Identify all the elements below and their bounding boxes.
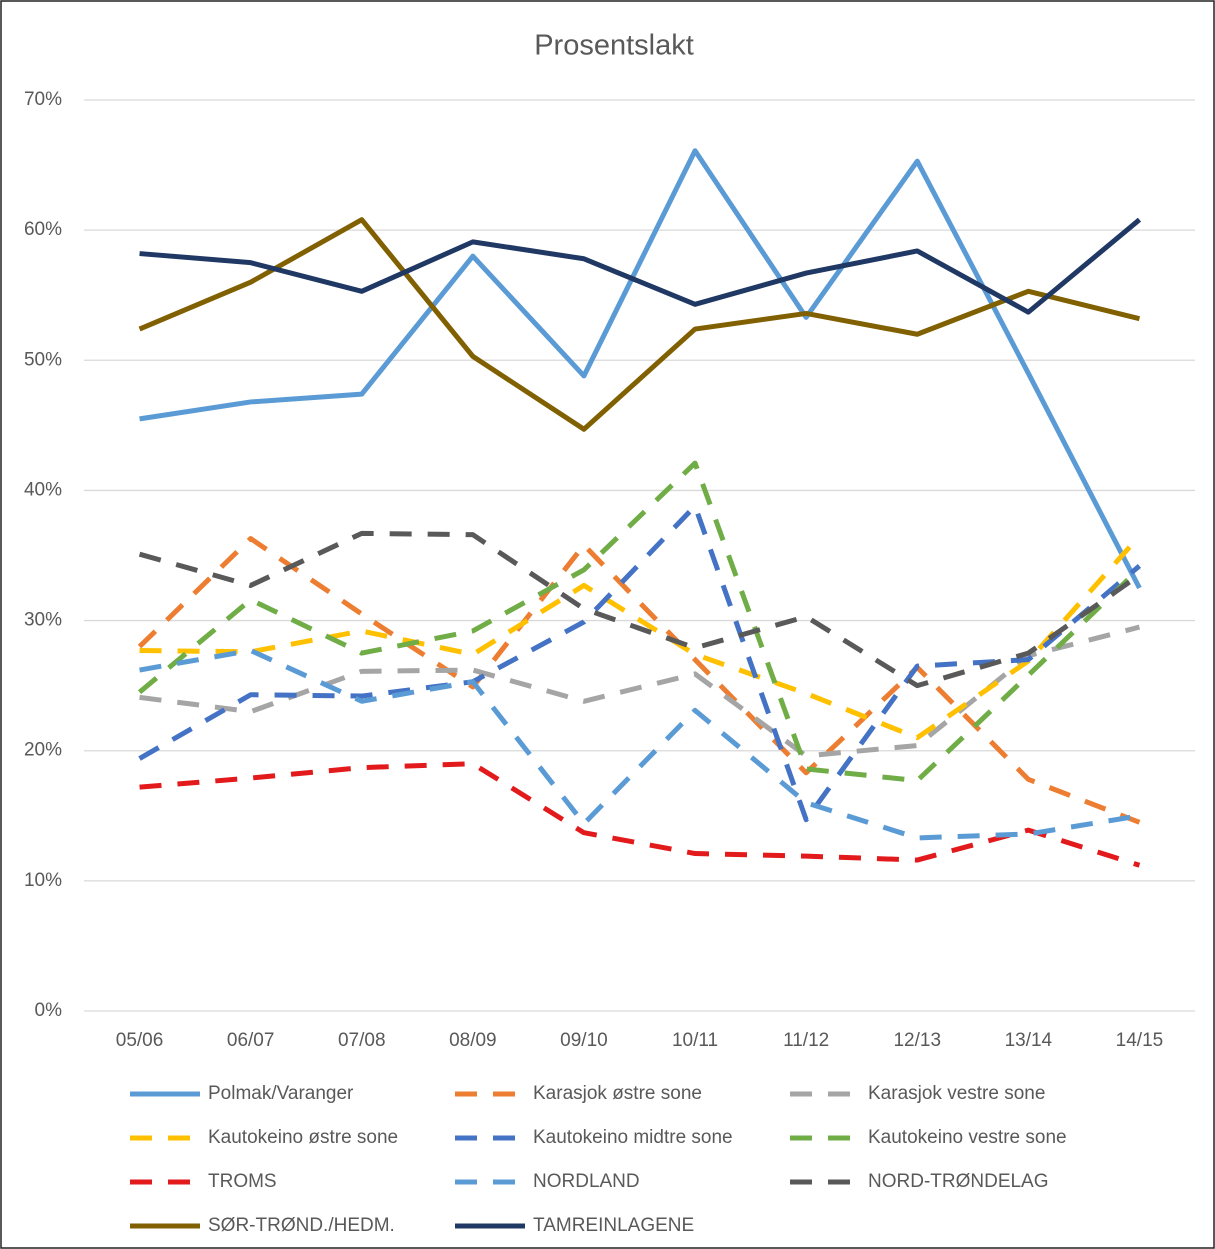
x-tick-label: 13/14 (1005, 1030, 1053, 1051)
y-tick-label: 60% (24, 219, 62, 240)
legend-label: Polmak/Varanger (208, 1083, 354, 1104)
legend-label: Karasjok østre sone (533, 1083, 702, 1104)
x-tick-label: 11/12 (783, 1030, 829, 1051)
x-tick-label: 05/06 (116, 1030, 164, 1051)
series-line (139, 148, 1142, 590)
chart-title: Prosentslakt (534, 30, 694, 62)
series-line (137, 460, 1142, 784)
y-tick-label: 10% (24, 870, 62, 891)
y-tick-label: 40% (24, 479, 62, 500)
legend-label: Kautokeino midtre sone (533, 1127, 733, 1148)
series-line (139, 534, 1142, 741)
legend-label: TROMS (208, 1171, 277, 1192)
legend-label: Karasjok vestre sone (868, 1083, 1045, 1104)
x-tick-label: 14/15 (1116, 1030, 1164, 1051)
y-tick-label: 50% (24, 349, 62, 370)
legend-label: NORDLAND (533, 1171, 640, 1192)
x-tick-label: 06/07 (227, 1030, 275, 1051)
y-tick-label: 0% (35, 1000, 63, 1021)
series-line (137, 536, 1141, 825)
legend-label: NORD-TRØNDELAG (868, 1171, 1049, 1192)
legend-label: TAMREINLAGENE (533, 1215, 694, 1236)
x-tick-label: 07/08 (338, 1030, 386, 1051)
x-tick-label: 08/09 (449, 1030, 497, 1051)
y-tick-label: 30% (24, 610, 62, 631)
legend-label: Kautokeino vestre sone (868, 1127, 1067, 1148)
legend-label: SØR-TRØND./HEDM. (208, 1215, 395, 1236)
y-tick-label: 20% (24, 740, 62, 761)
series-line (139, 648, 1140, 841)
series-line (139, 761, 1141, 868)
legend-label: Kautokeino østre sone (208, 1127, 398, 1148)
y-tick-label: 70% (24, 89, 62, 110)
series-line (138, 530, 1141, 689)
x-tick-label: 12/13 (893, 1030, 941, 1051)
series-line (138, 217, 1141, 432)
series-line (139, 624, 1141, 759)
series-line (139, 217, 1142, 315)
x-tick-label: 09/10 (560, 1030, 608, 1051)
x-tick-label: 10/11 (672, 1030, 718, 1051)
